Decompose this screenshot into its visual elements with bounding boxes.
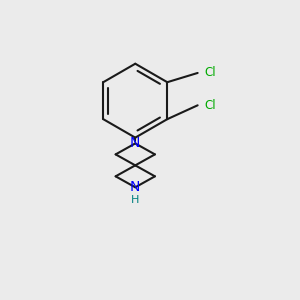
Text: N: N — [130, 136, 140, 150]
Text: N: N — [130, 180, 140, 194]
Text: Cl: Cl — [205, 67, 216, 80]
Text: Cl: Cl — [205, 99, 216, 112]
Text: H: H — [131, 195, 140, 206]
